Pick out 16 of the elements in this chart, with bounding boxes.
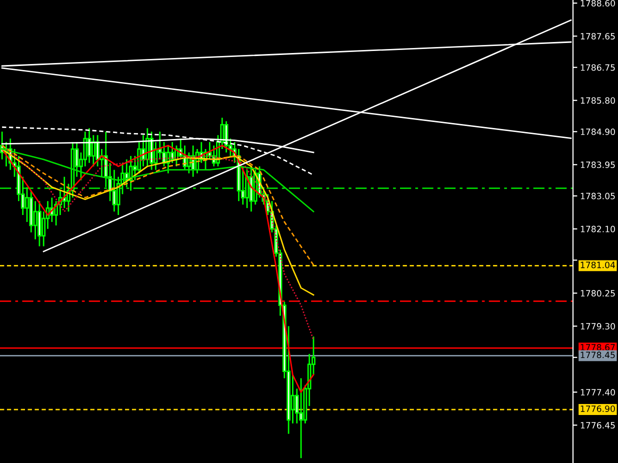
y-tick-label: 1785.80 [580,97,615,104]
y-tick-label: 1783.95 [580,162,615,168]
ref-line-label: 1778.67 [580,344,615,351]
ref-line-label: 1778.45 [580,352,615,358]
ref-line-label: 1781.04 [580,262,615,268]
y-tick-label: 1782.10 [580,226,615,232]
y-tick-label: 1788.60 [580,0,615,7]
y-tick-label: 1784.90 [580,128,615,136]
y-tick-label: 1786.75 [580,64,615,71]
y-tick-label: 1780.25 [580,290,615,297]
y-tick-label: 1783.05 [580,192,615,200]
y-tick-label: 1779.30 [580,323,615,330]
y-tick-label: 1777.40 [580,389,615,396]
y-tick-label: 1787.65 [580,33,615,40]
y-tick-label: 1776.45 [580,422,615,429]
ref-line-label: 1776.90 [580,405,615,412]
